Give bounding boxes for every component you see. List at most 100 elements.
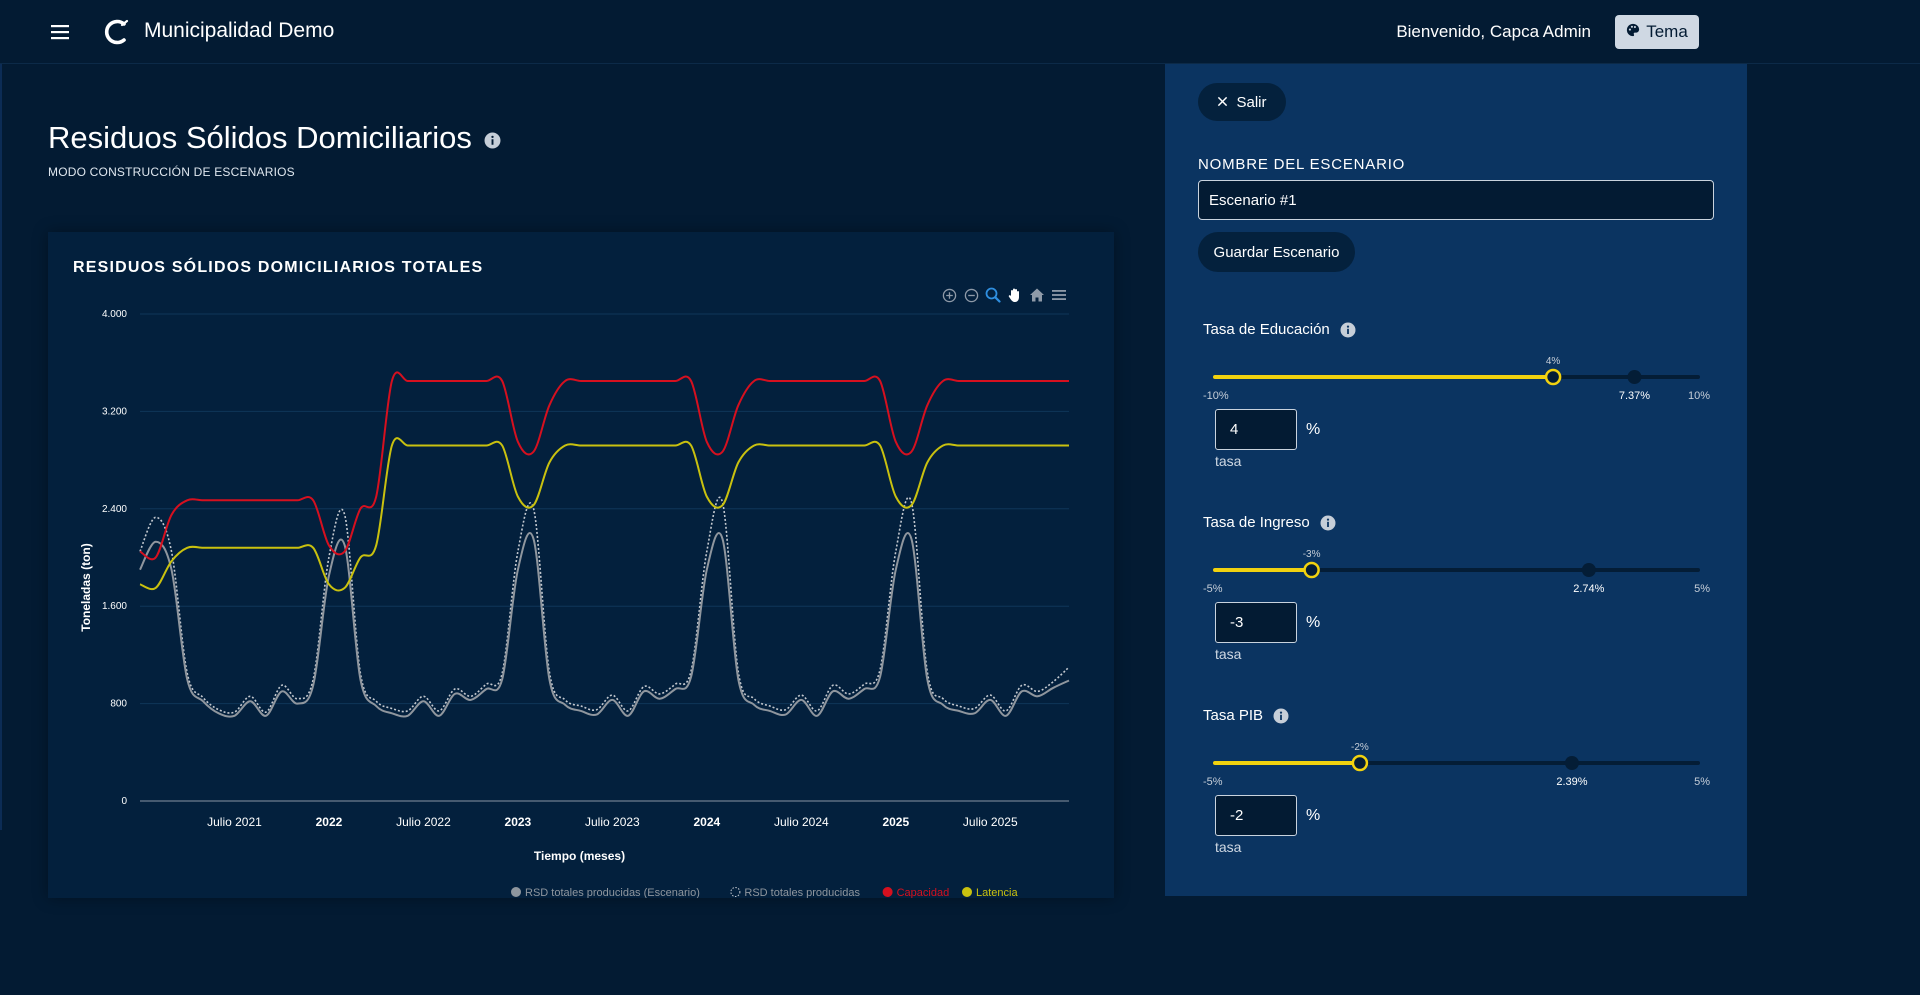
percent-unit: % xyxy=(1306,807,1321,824)
series-line-rsd-totales-producidas xyxy=(139,496,1070,714)
slider-min-label: -10% xyxy=(1203,390,1229,402)
param-label-row: Tasa PIB xyxy=(1203,707,1289,724)
c-logo-icon xyxy=(101,16,133,48)
close-icon xyxy=(1217,94,1228,111)
slider-value-label: 4% xyxy=(1546,356,1561,367)
legend-marker xyxy=(882,887,893,897)
page-subtitle: MODO CONSTRUCCIÓN DE ESCENARIOS xyxy=(48,165,295,179)
series-line-capacidad xyxy=(139,371,1069,561)
reference-value-label: 2.74% xyxy=(1573,583,1604,595)
slider-thumb xyxy=(1303,561,1320,579)
page-title: Residuos Sólidos Domiciliarios xyxy=(48,120,472,155)
selection-zoom-icon[interactable] xyxy=(984,286,1002,304)
gdp-rate-slider[interactable]: -2% -5% 2.39% 5% xyxy=(1203,732,1723,792)
chart-toolbar xyxy=(940,286,1068,304)
reset-home-icon[interactable] xyxy=(1028,286,1046,304)
info-icon[interactable] xyxy=(1320,515,1336,531)
scenario-name-label: NOMBRE DEL ESCENARIO xyxy=(1198,156,1406,173)
x-tick-label: Julio 2023 xyxy=(585,815,640,829)
param-gdp-rate: Tasa PIB -2% -5% 2.39% 5% % tasa xyxy=(1203,707,1723,897)
slider-max-label: 5% xyxy=(1694,776,1710,788)
slider-min-label: -5% xyxy=(1203,583,1223,595)
pan-hand-icon[interactable] xyxy=(1006,286,1024,304)
reference-value-label: 2.39% xyxy=(1556,776,1587,788)
param-label-row: Tasa de Educación xyxy=(1203,321,1356,338)
chart-menu-icon[interactable] xyxy=(1050,286,1068,304)
slider-max-label: 5% xyxy=(1694,583,1710,595)
save-scenario-button[interactable]: Guardar Escenario xyxy=(1198,232,1355,272)
y-tick-label: 800 xyxy=(110,699,127,710)
scenario-panel: Salir NOMBRE DEL ESCENARIO Guardar Escen… xyxy=(1165,64,1747,896)
legend-marker xyxy=(511,887,521,897)
chart-title: RESIDUOS SÓLIDOS DOMICILIARIOS TOTALES xyxy=(73,259,484,276)
rate-caption: tasa xyxy=(1215,646,1242,662)
left-edge-divider xyxy=(0,64,2,830)
x-tick-label: Julio 2025 xyxy=(963,815,1018,829)
series-line-rsd-totales-producidas-escenario- xyxy=(139,532,1070,718)
y-tick-label: 1.600 xyxy=(102,601,127,612)
education-rate-input[interactable] xyxy=(1215,409,1297,450)
percent-unit: % xyxy=(1306,614,1321,631)
y-tick-label: 0 xyxy=(121,796,127,807)
y-tick-label: 4.000 xyxy=(102,309,127,320)
legend-label: Capacidad xyxy=(897,887,950,898)
x-tick-label: Julio 2021 xyxy=(207,815,262,829)
chart-card: 0 800 1.600 2.400 3.200 4.000 Julio 2021 2022 Ju… xyxy=(48,232,1114,898)
chart-canvas: 0 800 1.600 2.400 3.200 4.000 Julio 2021 2022 Ju… xyxy=(79,309,1070,898)
welcome-message: Bienvenido, Capca Admin xyxy=(1396,22,1591,41)
slider-thumb xyxy=(1544,368,1562,386)
param-label: Tasa PIB xyxy=(1203,707,1264,724)
zoom-out-icon[interactable] xyxy=(962,286,980,304)
legend-marker xyxy=(730,887,741,897)
reference-value-label: 7.37% xyxy=(1619,390,1650,402)
series-line-latencia xyxy=(139,437,1069,592)
reference-marker xyxy=(1581,563,1596,577)
app-title: Municipalidad Demo xyxy=(144,19,335,42)
exit-button[interactable]: Salir xyxy=(1198,83,1286,121)
y-tick-label: 2.400 xyxy=(102,504,127,515)
legend-label: RSD totales producidas (Escenario) xyxy=(525,887,700,898)
slider-min-label: -5% xyxy=(1203,776,1223,788)
palette-icon xyxy=(1626,22,1640,42)
x-tick-label: 2022 xyxy=(316,815,343,829)
income-rate-input[interactable] xyxy=(1215,602,1297,643)
education-rate-slider[interactable]: 4% -10% 7.37% 10% xyxy=(1203,346,1723,406)
param-label-row: Tasa de Ingreso xyxy=(1203,514,1336,531)
x-tick-label: Julio 2022 xyxy=(396,815,451,829)
param-label: Tasa de Ingreso xyxy=(1203,514,1310,531)
gdp-rate-input[interactable] xyxy=(1215,795,1297,836)
info-icon[interactable] xyxy=(1340,322,1356,338)
x-tick-label: 2023 xyxy=(505,815,532,829)
scenario-name-input[interactable] xyxy=(1198,180,1714,220)
income-rate-slider[interactable]: -3% -5% 2.74% 5% xyxy=(1203,539,1723,599)
y-axis-title: Toneladas (ton) xyxy=(79,543,93,631)
param-label: Tasa de Educación xyxy=(1203,321,1330,338)
top-app-bar: Municipalidad Demo Bienvenido, Capca Adm… xyxy=(0,0,1920,64)
x-tick-label: 2025 xyxy=(882,815,909,829)
param-income-rate: Tasa de Ingreso -3% -5% 2.74% 5% % tasa xyxy=(1203,514,1723,704)
rate-caption: tasa xyxy=(1215,839,1242,855)
legend-label: RSD totales producidas xyxy=(744,887,860,898)
percent-unit: % xyxy=(1306,421,1321,438)
exit-label: Salir xyxy=(1236,93,1267,111)
x-axis-title: Tiempo (meses) xyxy=(534,849,625,863)
x-tick-label: Julio 2024 xyxy=(774,815,829,829)
param-education-rate: Tasa de Educación 4% -10% 7.37% 10% % tasa xyxy=(1203,321,1723,511)
info-icon[interactable] xyxy=(484,132,501,149)
legend-label: Latencia xyxy=(976,887,1018,898)
reference-marker xyxy=(1564,756,1579,770)
zoom-in-icon[interactable] xyxy=(940,286,958,304)
x-tick-label: 2024 xyxy=(693,815,720,829)
info-icon[interactable] xyxy=(1273,708,1289,724)
hamburger-menu-icon[interactable] xyxy=(48,20,72,44)
y-tick-label: 3.200 xyxy=(102,406,127,417)
theme-button[interactable]: Tema xyxy=(1615,15,1699,49)
rate-caption: tasa xyxy=(1215,453,1242,469)
legend-marker xyxy=(962,887,972,897)
theme-label: Tema xyxy=(1646,22,1688,41)
slider-max-label: 10% xyxy=(1688,390,1710,402)
slider-value-label: -2% xyxy=(1351,742,1369,753)
slider-thumb xyxy=(1351,754,1369,772)
slider-value-label: -3% xyxy=(1303,549,1321,560)
reference-marker xyxy=(1627,370,1642,384)
